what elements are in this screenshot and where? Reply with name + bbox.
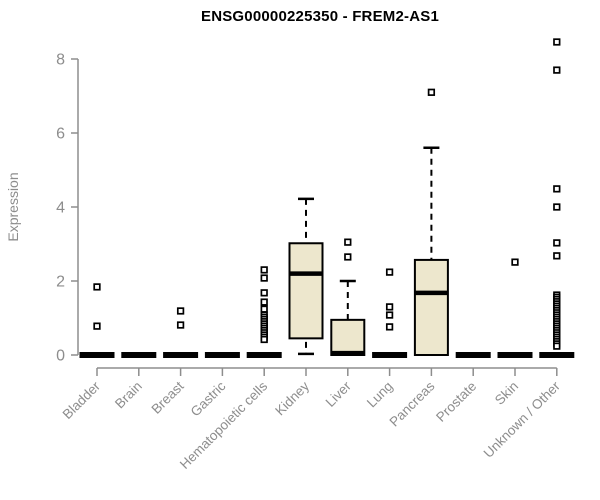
iqr-box xyxy=(413,258,449,356)
outlier-point xyxy=(385,323,394,331)
x-tick-label-kidney: Kidney xyxy=(272,378,312,418)
y-tick-label: 2 xyxy=(56,274,65,291)
outlier-point xyxy=(511,258,519,266)
y-tick-label: 8 xyxy=(56,52,65,69)
boxplot-breast xyxy=(163,307,199,358)
x-tick-label-liver: Liver xyxy=(323,378,355,410)
x-tick-label-pancreas: Pancreas xyxy=(387,378,438,429)
outlier-point xyxy=(553,252,561,260)
collapsed-box xyxy=(246,352,282,358)
outlier-point xyxy=(553,185,561,193)
y-tick-label: 6 xyxy=(56,126,65,143)
collapsed-box xyxy=(539,352,575,358)
outlier-point xyxy=(93,322,101,330)
outlier-point xyxy=(260,289,268,297)
y-axis-label: Expression xyxy=(5,172,21,241)
x-tick-label-breast: Breast xyxy=(149,378,187,416)
x-tick-label-prostate: Prostate xyxy=(433,379,479,425)
outlier-point xyxy=(427,88,436,96)
outlier-point xyxy=(176,321,185,329)
outlier-point xyxy=(260,298,268,306)
collapsed-box xyxy=(163,352,199,358)
outlier-point xyxy=(344,253,352,261)
outlier-point xyxy=(385,268,394,276)
y-tick-label: 4 xyxy=(56,200,65,217)
chart-title: ENSG00000225350 - FREM2-AS1 xyxy=(200,8,440,25)
collapsed-box xyxy=(121,352,157,358)
outlier-point xyxy=(385,311,394,319)
outlier-point xyxy=(553,239,561,247)
boxplot-gastric xyxy=(204,352,240,358)
boxplot-hematopoietic-cells xyxy=(246,266,282,358)
collapsed-box xyxy=(79,352,115,358)
y-tick-label: 0 xyxy=(56,348,65,365)
collapsed-box xyxy=(455,352,491,358)
x-tick-label-lung: Lung xyxy=(364,379,396,411)
boxplot-pancreas xyxy=(413,88,449,356)
boxplot-lung xyxy=(372,268,408,358)
boxplot-brain xyxy=(121,352,157,358)
iqr-box xyxy=(330,318,366,357)
collapsed-box xyxy=(497,352,533,358)
outlier-point xyxy=(260,305,268,313)
outlier-point xyxy=(260,335,268,344)
boxplot-unknown-other xyxy=(539,38,575,358)
outlier-point xyxy=(260,266,268,274)
x-tick-label-unknown-other: Unknown / Other xyxy=(481,378,564,461)
outlier-point xyxy=(553,342,561,350)
outlier-point xyxy=(385,303,394,311)
iqr-box xyxy=(288,242,324,340)
x-tick-label-bladder: Bladder xyxy=(60,378,104,422)
outlier-point xyxy=(176,307,185,315)
outlier-point xyxy=(553,38,561,46)
boxplot-skin xyxy=(497,258,533,358)
y-axis: 0 2 4 6 8 Expression xyxy=(5,52,79,365)
collapsed-box xyxy=(372,352,408,358)
outlier-point xyxy=(344,238,352,246)
collapsed-box xyxy=(204,352,240,358)
x-tick-label-brain: Brain xyxy=(112,379,145,412)
boxplot-bladder xyxy=(79,283,115,358)
x-tick-label-gastric: Gastric xyxy=(188,378,229,419)
boxplot-prostate xyxy=(455,352,491,358)
boxplot-kidney xyxy=(288,197,324,356)
outlier-point xyxy=(553,203,561,211)
outlier-point xyxy=(260,274,268,282)
outlier-point xyxy=(93,283,101,291)
outlier-point xyxy=(553,66,561,74)
boxplot-liver xyxy=(330,238,366,357)
x-tick-label-skin: Skin xyxy=(492,379,521,408)
